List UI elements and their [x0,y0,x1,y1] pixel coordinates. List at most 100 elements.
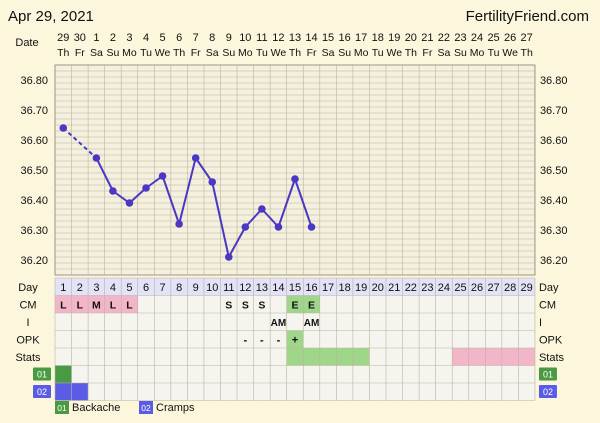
legend-swatch [55,401,69,414]
row-label-right-opk: OPK [539,335,563,347]
cm-cell-bg [303,295,320,313]
opk-cell: - [277,335,281,347]
y-tick-label-right: 36.60 [540,135,568,147]
temp-point-day-16[interactable] [307,223,316,231]
temp-point-day-4[interactable] [109,187,117,195]
cycle-day-3: 3 [93,282,99,294]
weekday-label: Mo [238,47,253,59]
date-label-12: 12 [272,32,284,44]
row-label-right-cm: CM [539,300,556,312]
temp-point-day-8[interactable] [175,220,183,228]
plot-border [54,64,536,276]
weekday-label: Tu [372,47,384,59]
row-label-right-day: Day [539,282,559,294]
cm-cell-bg [88,295,105,313]
weekday-label: Su [454,47,467,59]
i-cell: AM [271,318,287,329]
weekday-label: Th [289,47,301,59]
legend-label-backache: Backache [72,402,120,414]
date-label-23: 23 [454,32,466,44]
opk-cell: - [260,335,264,347]
legend-label-cramps: Cramps [156,402,195,414]
symptom-code-box [33,367,51,381]
cycle-day-27: 27 [487,282,499,294]
date-label: Date [15,37,38,49]
y-tick-label-left: 36.20 [20,255,48,267]
date-label-16: 16 [339,32,351,44]
y-tick-label-left: 36.80 [20,75,48,87]
header-date: Apr 29, 2021 [8,8,94,25]
cm-cell: S [242,300,249,312]
symptom-code-box [33,385,51,398]
temp-point-day-9[interactable] [191,154,200,162]
date-label-29: 29 [57,32,69,44]
cycle-day-6: 6 [143,282,149,294]
weekday-label: Th [521,47,533,59]
cycle-day-4: 4 [110,282,116,294]
symptom-cell [55,383,72,401]
temp-point-day-13[interactable] [258,205,266,213]
row-label-i: I [26,317,29,329]
cycle-day-20: 20 [372,282,384,294]
symptom-code-right: 01 [543,370,553,380]
temp-segment [161,175,181,225]
date-label-26: 26 [504,32,516,44]
y-tick-label-right: 36.50 [540,165,568,177]
row-label-cm: CM [19,300,36,312]
weekday-label: We [271,47,287,59]
date-label-21: 21 [421,32,433,44]
cycle-day-12: 12 [239,282,251,294]
cycle-day-22: 22 [405,282,417,294]
weekday-label: Su [338,47,351,59]
cm-cell: L [126,300,133,312]
cm-cell: L [60,300,67,312]
cm-cell-bg [121,295,138,313]
weekday-label: Sa [322,47,335,59]
weekday-label: Su [107,47,120,59]
temp-point-day-5[interactable] [125,199,134,207]
date-label-17: 17 [355,32,367,44]
temp-point-day-10[interactable] [208,178,217,186]
cycle-day-19: 19 [355,282,367,294]
y-tick-label-left: 36.60 [20,135,48,147]
y-tick-label-right: 36.80 [540,75,568,87]
temp-segment [211,181,230,258]
date-label-5: 5 [160,32,166,44]
weekday-label: We [155,47,171,59]
temp-segment [194,157,214,183]
temp-segment [178,157,197,225]
day-row-bg [55,278,535,296]
temp-point-day-11[interactable] [224,253,233,261]
cm-cell: L [77,300,84,312]
cycle-day-9: 9 [193,282,199,294]
cycle-day-13: 13 [256,282,268,294]
stats-span [286,348,370,366]
temp-point-day-15[interactable] [291,175,299,183]
temp-segment [95,157,114,192]
temp-point-day-14[interactable] [274,223,283,231]
row-label-stats: Stats [15,352,41,364]
weekday-label: Sa [206,47,219,59]
legend-swatch [139,401,153,414]
temp-point-day-3[interactable] [92,154,101,162]
date-label-6: 6 [176,32,182,44]
cycle-day-17: 17 [322,282,334,294]
cm-cell: S [225,300,232,312]
cm-cell: L [110,300,117,312]
temp-point-day-7[interactable] [158,172,167,180]
weekday-label: Fr [422,47,432,59]
y-tick-label-right: 36.40 [540,195,568,207]
cycle-day-24: 24 [438,282,450,294]
cycle-day-18: 18 [339,282,351,294]
weekday-label: Th [173,47,185,59]
temp-point-day-12[interactable] [241,223,250,231]
date-label-3: 3 [126,32,132,44]
temp-point-day-1[interactable] [59,124,68,132]
weekday-label: Su [222,47,235,59]
weekday-label: Tu [256,47,268,59]
date-label-11: 11 [256,32,267,44]
temp-point-day-6[interactable] [142,184,150,192]
site-name[interactable]: FertilityFriend.com [466,8,589,25]
date-label-22: 22 [438,32,450,44]
row-label-opk: OPK [16,335,40,347]
